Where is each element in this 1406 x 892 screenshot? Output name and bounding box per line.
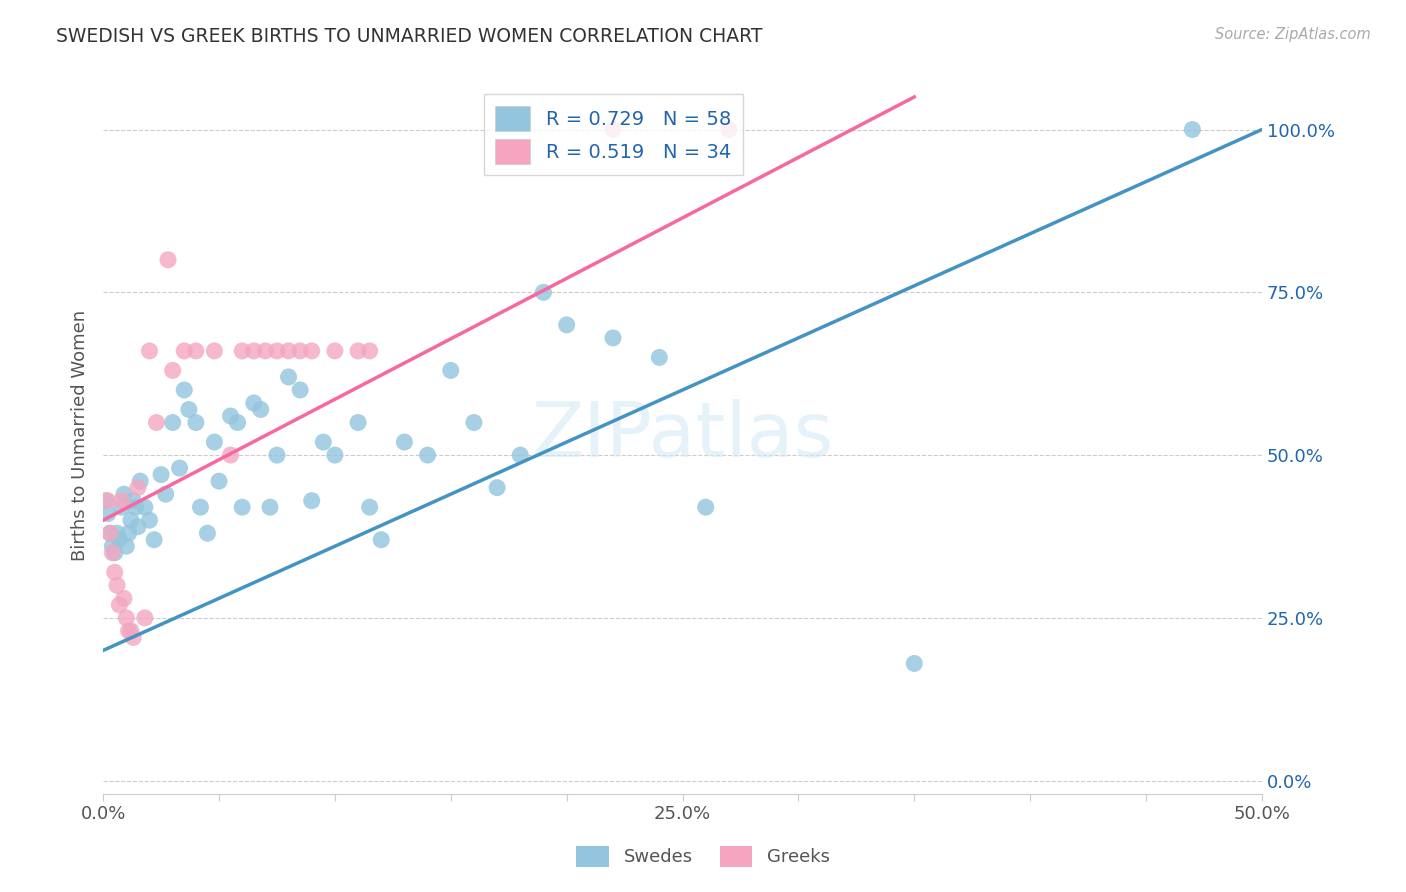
Point <box>134 611 156 625</box>
Point <box>101 539 124 553</box>
Point <box>312 435 335 450</box>
Point <box>122 631 145 645</box>
Point <box>111 500 134 515</box>
Point <box>112 591 135 606</box>
Point <box>288 383 311 397</box>
Point <box>509 448 531 462</box>
Point <box>162 363 184 377</box>
Text: Source: ZipAtlas.com: Source: ZipAtlas.com <box>1215 27 1371 42</box>
Point <box>301 493 323 508</box>
Point <box>173 343 195 358</box>
Point <box>98 526 121 541</box>
Point <box>157 252 180 267</box>
Y-axis label: Births to Unmarried Women: Births to Unmarried Women <box>72 310 89 561</box>
Point <box>202 343 225 358</box>
Point <box>134 500 156 515</box>
Point <box>169 461 191 475</box>
Point <box>219 448 242 462</box>
Point <box>277 370 299 384</box>
Point <box>138 343 160 358</box>
Point <box>173 383 195 397</box>
Point <box>602 331 624 345</box>
Point <box>463 416 485 430</box>
Point <box>108 598 131 612</box>
Point <box>150 467 173 482</box>
Point <box>97 493 120 508</box>
Point <box>101 546 124 560</box>
Point <box>695 500 717 515</box>
Point <box>145 416 167 430</box>
Point <box>903 657 925 671</box>
Point <box>242 396 264 410</box>
Point <box>231 500 253 515</box>
Point <box>117 526 139 541</box>
Point <box>112 487 135 501</box>
Legend: R = 0.729   N = 58, R = 0.519   N = 34: R = 0.729 N = 58, R = 0.519 N = 34 <box>484 95 742 176</box>
Point <box>177 402 200 417</box>
Point <box>249 402 271 417</box>
Point <box>202 435 225 450</box>
Point <box>208 474 231 488</box>
Point <box>155 487 177 501</box>
Point <box>394 435 416 450</box>
Point <box>104 566 127 580</box>
Point <box>266 343 288 358</box>
Point <box>129 474 152 488</box>
Point <box>162 416 184 430</box>
Point <box>440 363 463 377</box>
Point <box>120 513 142 527</box>
Point <box>602 122 624 136</box>
Point <box>226 416 249 430</box>
Point <box>127 481 149 495</box>
Point <box>184 416 207 430</box>
Point <box>1181 122 1204 136</box>
Point <box>259 500 281 515</box>
Point <box>190 500 212 515</box>
Point <box>115 611 138 625</box>
Point <box>359 343 381 358</box>
Point <box>347 416 370 430</box>
Point <box>242 343 264 358</box>
Point <box>124 500 146 515</box>
Point <box>120 624 142 638</box>
Point <box>323 343 346 358</box>
Point <box>94 493 117 508</box>
Point <box>98 526 121 541</box>
Point <box>122 493 145 508</box>
Text: ZIPatlas: ZIPatlas <box>531 399 834 473</box>
Point <box>117 624 139 638</box>
Point <box>266 448 288 462</box>
Point <box>323 448 346 462</box>
Point <box>359 500 381 515</box>
Point <box>105 578 128 592</box>
Point <box>105 526 128 541</box>
Point <box>231 343 253 358</box>
Point <box>717 122 740 136</box>
Point <box>288 343 311 358</box>
Point <box>555 318 578 332</box>
Point <box>104 546 127 560</box>
Point <box>108 533 131 547</box>
Point <box>347 343 370 358</box>
Point <box>254 343 277 358</box>
Point <box>370 533 392 547</box>
Point <box>115 539 138 553</box>
Point <box>138 513 160 527</box>
Point <box>184 343 207 358</box>
Point <box>416 448 439 462</box>
Point <box>277 343 299 358</box>
Point <box>111 493 134 508</box>
Point <box>127 519 149 533</box>
Point <box>219 409 242 423</box>
Point <box>486 481 509 495</box>
Point <box>97 507 120 521</box>
Legend: Swedes, Greeks: Swedes, Greeks <box>569 838 837 874</box>
Text: SWEDISH VS GREEK BIRTHS TO UNMARRIED WOMEN CORRELATION CHART: SWEDISH VS GREEK BIRTHS TO UNMARRIED WOM… <box>56 27 762 45</box>
Point <box>197 526 219 541</box>
Point <box>648 351 671 365</box>
Point <box>301 343 323 358</box>
Point <box>143 533 166 547</box>
Point <box>533 285 555 300</box>
